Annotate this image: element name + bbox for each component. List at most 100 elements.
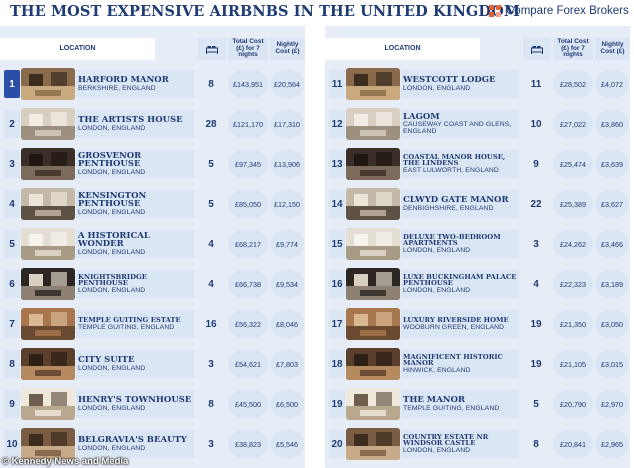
bedrooms-header (198, 38, 226, 60)
nightly-cost-header: Nightly Cost (£) (270, 38, 305, 60)
property-photo (346, 228, 400, 260)
table-row: 19 THE MANOR TEMPLE GUITING, ENGLAND 5 £20,7… (325, 388, 630, 420)
property-photo (346, 388, 400, 420)
total-cost-value: £68,217 (228, 230, 268, 258)
nightly-cost-value: £3,189 (595, 270, 629, 298)
total-cost-value: £21,105 (553, 350, 593, 378)
total-cost-value: £24,262 (553, 230, 593, 258)
bedrooms-value: 28 (198, 110, 224, 138)
property-location: TEMPLE GUITING, ENGLAND (403, 404, 500, 412)
property-photo (21, 228, 75, 260)
property-name: DELUXE TWO-BEDROOM APARTMENTS (403, 232, 501, 248)
location-header: LOCATION (325, 38, 480, 60)
property-photo (21, 188, 75, 220)
nightly-cost-value: £3,639 (595, 150, 629, 178)
table-row: 10 BELGRAVIA'S BEAUTY LONDON, ENGLAND 3 £38,… (0, 428, 305, 460)
compare-forex-brokers-logo-icon (489, 5, 501, 17)
total-cost-value: £25,474 (553, 150, 593, 178)
rank-badge: 15 (329, 230, 345, 258)
property-name-box: COUNTRY ESTATE NR WINDSOR CASTLE LONDON, … (401, 430, 519, 458)
property-name-box: A HISTORICAL WONDER LONDON, ENGLAND (76, 230, 194, 258)
property-name-box: WESTCOTT LODGE LONDON, ENGLAND (401, 70, 519, 98)
property-location: LONDON, ENGLAND (403, 287, 471, 295)
rank-badge: 16 (329, 270, 345, 298)
rank-badge: 19 (329, 390, 345, 418)
property-photo (346, 308, 400, 340)
property-name: HENRY'S TOWNHOUSE (78, 395, 192, 406)
bedrooms-value: 11 (523, 70, 549, 98)
nightly-cost-value: £3,627 (595, 190, 629, 218)
property-name-box: DELUXE TWO-BEDROOM APARTMENTS LONDON, ENG… (401, 230, 519, 258)
rank-badge: 8 (4, 350, 20, 378)
property-name: BELGRAVIA'S BEAUTY (78, 435, 187, 446)
property-name-box: LAGOM CAUSEWAY COAST AND GLENS, ENGLAND (401, 110, 519, 138)
property-name-box: KNIGHTSBRIDGE PENTHOUSE LONDON, ENGLAND (76, 270, 194, 298)
property-photo (346, 108, 400, 140)
bedrooms-value: 9 (523, 150, 549, 178)
bedrooms-value: 3 (198, 430, 224, 458)
rank-badge: 11 (329, 70, 345, 98)
property-name-box: BELGRAVIA'S BEAUTY LONDON, ENGLAND (76, 430, 194, 458)
property-photo (21, 348, 75, 380)
table-header: LOCATION Total Cost (£) for 7 nights Nig… (325, 38, 630, 60)
property-photo (346, 188, 400, 220)
property-location: BERKSHIRE, ENGLAND (78, 84, 156, 92)
bedrooms-value: 4 (198, 230, 224, 258)
property-location: LONDON, ENGLAND (78, 404, 146, 412)
property-location: CAUSEWAY COAST AND GLENS, ENGLAND (403, 121, 512, 136)
table-row: 7 TEMPLE GUITING ESTATE TEMPLE GUITING, EN… (0, 308, 305, 340)
nightly-cost-value: £6,500 (270, 390, 304, 418)
table-row: 20 COUNTRY ESTATE NR WINDSOR CASTLE LONDON… (325, 428, 630, 460)
property-photo (346, 428, 400, 460)
nightly-cost-value: £2,970 (595, 390, 629, 418)
property-name-box: HARFORD MANOR BERKSHIRE, ENGLAND (76, 70, 194, 98)
rank-badge: 12 (329, 110, 345, 138)
table-row: 11 WESTCOTT LODGE LONDON, ENGLAND 11 £28,502… (325, 68, 630, 100)
property-photo (346, 348, 400, 380)
rank-badge: 9 (4, 390, 20, 418)
bedrooms-value: 8 (523, 430, 549, 458)
nightly-cost-value: £13,906 (270, 150, 304, 178)
property-name-box: THE MANOR TEMPLE GUITING, ENGLAND (401, 390, 519, 418)
rank-badge: 14 (329, 190, 345, 218)
table-row: 4 KENSINGTON PENTHOUSE LONDON, ENGLAND 5 £85… (0, 188, 305, 220)
table-row: 13 COASTAL MANOR HOUSE, THE LINDENS EAST L… (325, 148, 630, 180)
photo-credit: © Kennedy News and Media (2, 456, 129, 467)
property-photo (346, 148, 400, 180)
property-name: CLWYD GATE MANOR (403, 195, 509, 206)
total-cost-value: £22,323 (553, 270, 593, 298)
table-row: 9 HENRY'S TOWNHOUSE LONDON, ENGLAND 8 £45,50… (0, 388, 305, 420)
property-name: CITY SUITE (78, 355, 135, 366)
rank-badge: 17 (329, 310, 345, 338)
property-name: HARFORD MANOR (78, 75, 169, 86)
property-name-box: GROSVENOR PENTHOUSE LONDON, ENGLAND (76, 150, 194, 178)
nightly-cost-value: £2,965 (595, 430, 629, 458)
nightly-cost-value: £7,803 (270, 350, 304, 378)
bedrooms-value: 19 (523, 350, 549, 378)
bedrooms-value: 3 (523, 230, 549, 258)
property-location: WOOBURN GREEN, ENGLAND (403, 323, 505, 331)
property-photo (21, 308, 75, 340)
property-name: KENSINGTON PENTHOUSE (78, 190, 147, 210)
property-name-box: CITY SUITE LONDON, ENGLAND (76, 350, 194, 378)
total-cost-value: £143,951 (228, 70, 268, 98)
property-name-box: TEMPLE GUITING ESTATE TEMPLE GUITING, ENG… (76, 310, 194, 338)
property-name-box: KENSINGTON PENTHOUSE LONDON, ENGLAND (76, 190, 194, 218)
bedrooms-value: 5 (198, 190, 224, 218)
bedrooms-value: 10 (523, 110, 549, 138)
table-row: 6 KNIGHTSBRIDGE PENTHOUSE LONDON, ENGLAND 4… (0, 268, 305, 300)
nightly-cost-value: £12,150 (270, 190, 304, 218)
property-name: COUNTRY ESTATE NR WINDSOR CASTLE (403, 432, 489, 448)
table-row: 12 LAGOM CAUSEWAY COAST AND GLENS, ENGLAND… (325, 108, 630, 140)
nightly-cost-value: £20,564 (270, 70, 304, 98)
property-name: KNIGHTSBRIDGE PENTHOUSE (78, 272, 147, 288)
table-header: LOCATION Total Cost (£) for 7 nights Nig… (0, 38, 305, 60)
bedrooms-header (523, 38, 551, 60)
bed-icon (531, 45, 543, 54)
rank-badge: 6 (4, 270, 20, 298)
rank-badge: 4 (4, 190, 20, 218)
total-cost-value: £97,345 (228, 150, 268, 178)
property-location: HINWICK, ENGLAND (403, 367, 471, 375)
bedrooms-value: 22 (523, 190, 549, 218)
